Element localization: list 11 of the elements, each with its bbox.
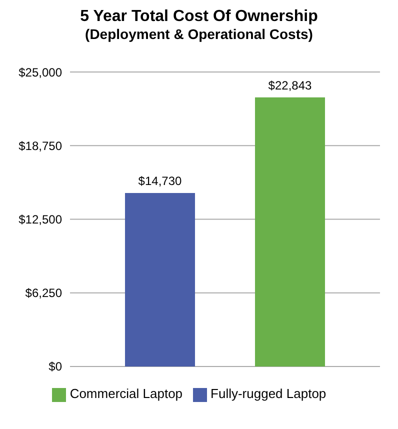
legend-label: Commercial Laptop <box>70 386 183 402</box>
y-tick-label: $0 <box>48 360 62 374</box>
data-label: $22,843 <box>268 78 312 92</box>
y-tick-label: $25,000 <box>18 65 62 80</box>
chart-title: 5 Year Total Cost Of Ownership <box>79 8 319 26</box>
y-tick-label: $18,750 <box>18 138 62 153</box>
legend-label: Fully-rugged Laptop <box>210 386 326 402</box>
chart-subtitle: (Deployment & Operational Costs) <box>84 26 314 42</box>
y-tick-label: $6,250 <box>25 286 62 300</box>
y-tick-label: $12,500 <box>18 212 62 226</box>
data-label: $14,730 <box>138 174 182 188</box>
